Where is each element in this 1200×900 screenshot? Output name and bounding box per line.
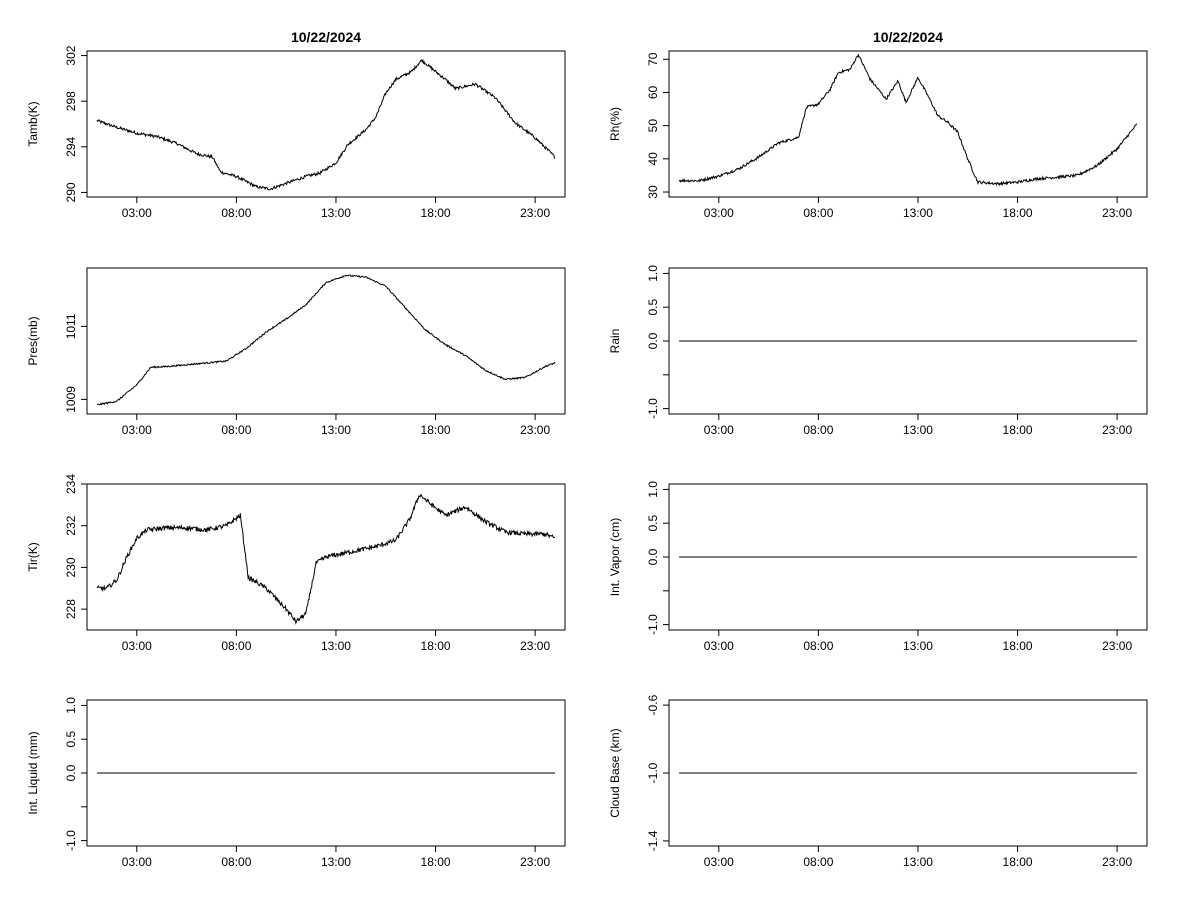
y-axis-label-pres: Pres(mb)	[26, 316, 40, 365]
y-tick-label-vapor-0: -1.0	[646, 614, 660, 635]
y-tick-label-tamb-3: 302	[64, 45, 78, 65]
y-tick-label-cloudbase-1: -1.0	[646, 762, 660, 783]
x-tick-label-pres-1: 08:00	[221, 423, 251, 437]
x-tick-label-cloudbase-1: 08:00	[803, 855, 833, 869]
panel-rh: 10/22/2024 03:00 08:00 13:00 18:00 23:00 30 40 5…	[608, 29, 1148, 220]
y-tick-label-rh-0: 30	[646, 185, 660, 199]
x-tick-label-rain-3: 18:00	[1003, 423, 1033, 437]
y-tick-label-tir-2: 232	[64, 515, 78, 535]
x-tick-label-tamb-0: 03:00	[122, 206, 152, 220]
y-tick-label-rh-2: 50	[646, 119, 660, 133]
x-tick-label-liquid-0: 03:00	[122, 855, 152, 869]
x-tick-label-rain-4: 23:00	[1102, 423, 1132, 437]
series-line-tamb	[96, 58, 556, 191]
x-tick-label-liquid-2: 13:00	[321, 855, 351, 869]
y-axis-label-tamb: Tamb(K)	[26, 101, 40, 146]
x-tick-label-pres-4: 23:00	[520, 423, 550, 437]
plot-frame-tir	[86, 483, 566, 631]
panel-pres: 03:00 08:00 13:00 18:00 23:00 1009 1011 Pres(mb…	[26, 267, 566, 437]
y-axis-label-rh: Rh(%)	[608, 107, 622, 141]
x-tick-label-tamb-3: 18:00	[421, 206, 451, 220]
y-axis-label-cloudbase: Cloud Base (km)	[608, 728, 622, 817]
y-tick-label-liquid-3: 0.5	[64, 731, 78, 748]
y-tick-label-vapor-3: 0.5	[646, 515, 660, 532]
x-tick-label-vapor-0: 03:00	[704, 639, 734, 653]
x-tick-label-rain-2: 13:00	[903, 423, 933, 437]
y-tick-label-pres-1: 1011	[64, 313, 78, 339]
x-tick-label-cloudbase-4: 23:00	[1102, 855, 1132, 869]
x-tick-label-rain-0: 03:00	[704, 423, 734, 437]
x-tick-label-liquid-1: 08:00	[221, 855, 251, 869]
y-axis-label-liquid: Int. Liquid (mm)	[26, 731, 40, 814]
panel-tir: 03:00 08:00 13:00 18:00 23:00 228 230 232 234 Tir…	[26, 474, 566, 653]
panel-vapor: 03:00 08:00 13:00 18:00 23:00 -1.0 0.0 0.5 1.0 In…	[608, 481, 1148, 653]
y-tick-label-rain-0: -1.0	[646, 398, 660, 419]
panel-cloudbase: 03:00 08:00 13:00 18:00 23:00 -1.4 -1.0 -0.6 Clo…	[608, 694, 1148, 869]
x-tick-label-liquid-4: 23:00	[520, 855, 550, 869]
x-tick-label-tir-1: 08:00	[221, 639, 251, 653]
y-tick-label-rain-3: 0.5	[646, 299, 660, 316]
x-tick-label-vapor-2: 13:00	[903, 639, 933, 653]
panel-rain: 03:00 08:00 13:00 18:00 23:00 -1.0 0.0 0.5 1.0 Ra…	[608, 265, 1148, 437]
y-tick-label-rain-2: 0.0	[646, 332, 660, 349]
y-tick-label-cloudbase-0: -1.4	[646, 830, 660, 851]
x-tick-label-rain-1: 08:00	[803, 423, 833, 437]
y-tick-label-liquid-0: -1.0	[64, 830, 78, 851]
x-tick-label-vapor-3: 18:00	[1003, 639, 1033, 653]
panel-tamb: 10/22/2024 03:00 08:00 13:00 18:00 23:00 290 29…	[26, 29, 566, 220]
y-tick-label-tamb-2: 298	[64, 91, 78, 111]
plot-frame-rh	[668, 50, 1148, 198]
x-tick-label-cloudbase-0: 03:00	[704, 855, 734, 869]
x-tick-label-liquid-3: 18:00	[421, 855, 451, 869]
x-tick-label-rh-2: 13:00	[903, 206, 933, 220]
x-tick-label-pres-0: 03:00	[122, 423, 152, 437]
y-tick-label-vapor-4: 1.0	[646, 481, 660, 498]
series-line-tir	[96, 493, 555, 625]
x-tick-label-tamb-1: 08:00	[221, 206, 251, 220]
x-tick-label-tir-4: 23:00	[520, 639, 550, 653]
y-tick-label-vapor-2: 0.0	[646, 548, 660, 565]
panel-title-rh: 10/22/2024	[873, 29, 943, 45]
x-tick-label-pres-2: 13:00	[321, 423, 351, 437]
y-tick-label-tamb-0: 290	[64, 182, 78, 202]
y-tick-label-pres-0: 1009	[64, 386, 78, 413]
x-tick-label-vapor-4: 23:00	[1102, 639, 1132, 653]
x-tick-label-rh-0: 03:00	[704, 206, 734, 220]
y-axis-label-rain: Rain	[608, 329, 622, 354]
y-axis-label-tir: Tir(K)	[26, 542, 40, 572]
y-tick-label-rh-3: 60	[646, 85, 660, 99]
x-tick-label-rh-4: 23:00	[1102, 206, 1132, 220]
plot-frame-pres	[86, 267, 566, 415]
y-tick-label-rain-4: 1.0	[646, 265, 660, 282]
plot-frame-tamb	[86, 50, 566, 198]
x-tick-label-tamb-4: 23:00	[520, 206, 550, 220]
y-tick-label-cloudbase-2: -0.6	[646, 694, 660, 715]
y-tick-label-tir-0: 228	[64, 599, 78, 619]
x-tick-label-tir-0: 03:00	[122, 639, 152, 653]
x-tick-label-tir-3: 18:00	[421, 639, 451, 653]
series-line-rh	[678, 54, 1138, 187]
y-tick-label-liquid-4: 1.0	[64, 697, 78, 714]
x-tick-label-tir-2: 13:00	[321, 639, 351, 653]
y-tick-label-tamb-1: 294	[64, 136, 78, 156]
x-tick-label-rh-3: 18:00	[1003, 206, 1033, 220]
x-tick-label-cloudbase-3: 18:00	[1003, 855, 1033, 869]
series-line-pres	[96, 274, 556, 406]
x-tick-label-vapor-1: 08:00	[803, 639, 833, 653]
x-tick-label-cloudbase-2: 13:00	[903, 855, 933, 869]
y-axis-label-vapor: Int. Vapor (cm)	[608, 518, 622, 596]
y-tick-label-rh-4: 70	[646, 52, 660, 66]
y-tick-label-liquid-2: 0.0	[64, 764, 78, 781]
x-tick-label-rh-1: 08:00	[803, 206, 833, 220]
y-tick-label-tir-1: 230	[64, 557, 78, 577]
y-tick-label-tir-3: 234	[64, 474, 78, 494]
panel-title-tamb: 10/22/2024	[291, 29, 361, 45]
panel-liquid: 03:00 08:00 13:00 18:00 23:00 -1.0 0.0 0.5 1.0 In…	[26, 697, 566, 869]
x-tick-label-tamb-2: 13:00	[321, 206, 351, 220]
y-tick-label-rh-1: 40	[646, 152, 660, 166]
x-tick-label-pres-3: 18:00	[421, 423, 451, 437]
